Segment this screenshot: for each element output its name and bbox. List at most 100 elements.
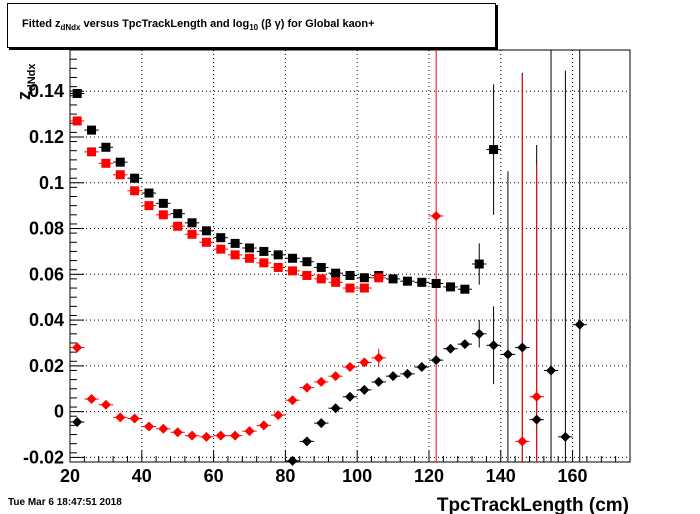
- data-point-square: [316, 262, 326, 272]
- data-point-square: [302, 257, 312, 267]
- data-point-diamond: [402, 368, 413, 379]
- data-point-diamond: [359, 384, 370, 395]
- data-point-diamond: [574, 319, 585, 330]
- chart-title-box: Fitted zdNdx versus TpcTrackLength and l…: [7, 3, 496, 48]
- data-point-square: [230, 238, 240, 248]
- data-point-diamond: [560, 431, 571, 442]
- data-point-diamond: [445, 343, 456, 354]
- y-tick-label: 0: [54, 402, 64, 422]
- data-point-square: [388, 274, 398, 284]
- svg-text:zdNdx: zdNdx: [14, 63, 38, 100]
- data-point-square: [374, 273, 384, 283]
- data-point-diamond: [359, 357, 370, 368]
- y-axis-label-sub: dNdx: [26, 63, 38, 91]
- data-point-square: [288, 253, 298, 263]
- data-point-square: [201, 237, 211, 247]
- data-point-square: [144, 188, 154, 198]
- data-point-diamond: [316, 376, 327, 387]
- data-point-diamond: [100, 399, 111, 410]
- data-point-square: [144, 201, 154, 211]
- data-point-diamond: [531, 414, 542, 425]
- data-point-square: [316, 274, 326, 284]
- data-point-square: [460, 284, 470, 294]
- data-point-diamond: [287, 455, 298, 466]
- data-point-square: [115, 157, 125, 167]
- x-tick-label: 40: [132, 466, 152, 486]
- data-point-diamond: [258, 420, 269, 431]
- tick-labels: 20 40 60 80 100 120 140 160 -0.02 0 0.02 0.04 0.06 0.…: [23, 81, 588, 486]
- data-point-diamond: [187, 430, 198, 441]
- x-tick-label: 160: [558, 466, 588, 486]
- data-point-diamond: [416, 362, 427, 373]
- data-point-square: [273, 250, 283, 260]
- axis-ticks: [69, 58, 631, 463]
- title-middle: versus TpcTrackLength and log: [80, 18, 250, 31]
- data-point-diamond: [143, 421, 154, 432]
- error-bars: [70, 50, 587, 462]
- data-point-diamond: [431, 355, 442, 366]
- data-point-square: [115, 170, 125, 180]
- data-point-square: [345, 283, 355, 293]
- data-point-square: [288, 266, 298, 276]
- x-axis-label: TpcTrackLength (cm): [437, 495, 629, 514]
- data-point-diamond: [488, 340, 499, 351]
- data-point-diamond: [215, 430, 226, 441]
- data-point-square: [130, 186, 140, 196]
- data-point-diamond: [86, 394, 97, 405]
- data-point-square: [259, 246, 269, 256]
- y-tick-label: 0.1: [39, 173, 64, 193]
- data-point-diamond: [301, 436, 312, 447]
- data-point-square: [331, 268, 341, 278]
- x-tick-label: 120: [414, 466, 444, 486]
- data-point-square: [302, 270, 312, 280]
- data-point-diamond: [388, 371, 399, 382]
- data-point-square: [72, 88, 82, 98]
- data-point-diamond: [531, 391, 542, 402]
- y-tick-label: 0.02: [29, 356, 64, 376]
- data-point-square: [216, 244, 226, 254]
- data-point-square: [130, 173, 140, 183]
- data-point-diamond: [72, 416, 83, 427]
- x-tick-label: 100: [342, 466, 372, 486]
- data-point-square: [345, 270, 355, 280]
- data-point-square: [101, 142, 111, 152]
- data-point-square: [489, 145, 499, 155]
- data-point-diamond: [517, 436, 528, 447]
- data-point-diamond: [158, 423, 169, 434]
- chart-title: Fitted zdNdx versus TpcTrackLength and l…: [8, 18, 375, 32]
- timestamp: Tue Mar 6 18:47:51 2018: [8, 497, 122, 508]
- data-point-square: [201, 226, 211, 236]
- data-point-diamond: [287, 395, 298, 406]
- data-point-square: [101, 158, 111, 168]
- data-point-square: [244, 253, 254, 263]
- data-point-diamond: [201, 431, 212, 442]
- data-point-square: [173, 209, 183, 219]
- x-tick-label: 20: [60, 466, 80, 486]
- data-point-diamond: [172, 427, 183, 438]
- data-point-square: [244, 243, 254, 253]
- y-tick-label: 0.06: [29, 264, 64, 284]
- title-suffix: (β γ) for Global kaon+: [258, 18, 375, 31]
- data-point-square: [187, 229, 197, 239]
- data-point-square: [216, 233, 226, 243]
- y-tick-label: 0.14: [29, 81, 64, 101]
- data-point-square: [359, 283, 369, 293]
- data-point-diamond: [244, 426, 255, 437]
- title-prefix: Fitted z: [22, 18, 61, 31]
- data-point-diamond: [345, 391, 355, 402]
- y-axis-label-main: z: [14, 91, 34, 100]
- data-point-diamond: [373, 352, 384, 363]
- data-point-square: [446, 282, 456, 292]
- data-point-diamond: [129, 413, 140, 424]
- y-tick-label: 0.12: [29, 127, 64, 147]
- data-point-square: [158, 198, 168, 208]
- data-point-diamond: [373, 376, 384, 387]
- data-point-diamond: [301, 382, 312, 393]
- data-point-square: [230, 250, 240, 260]
- data-point-diamond: [502, 349, 513, 360]
- data-point-diamond: [459, 339, 470, 350]
- y-tick-label: 0.08: [29, 219, 64, 239]
- data-point-square: [158, 210, 168, 220]
- y-axis-label: zdNdx: [14, 63, 38, 100]
